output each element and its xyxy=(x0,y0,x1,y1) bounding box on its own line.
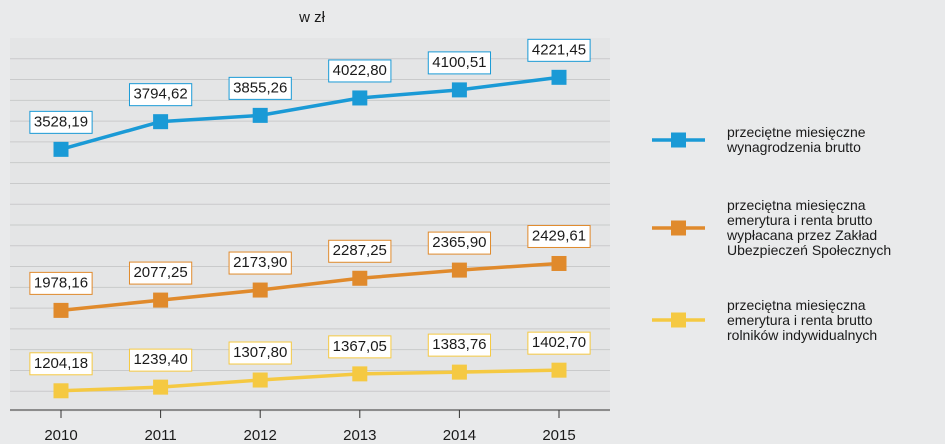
data-label-box xyxy=(328,59,392,83)
series-line xyxy=(60,75,560,152)
data-label-box xyxy=(427,51,492,75)
data-label-text: 1383,76 xyxy=(432,336,486,353)
data-label-box xyxy=(328,239,392,263)
point-marker xyxy=(153,379,169,395)
legend-label: przeciętna miesięczna emerytura i renta … xyxy=(727,197,892,258)
point-marker xyxy=(53,302,69,318)
data-label-text: 2173,90 xyxy=(233,254,287,271)
x-tick-label: 2015 xyxy=(542,427,575,444)
data-label: 4022,80 xyxy=(328,59,392,83)
legend-marker xyxy=(671,132,686,148)
data-label-box xyxy=(228,341,292,365)
legend-label: przeciętna miesięczna emerytura i renta … xyxy=(727,296,878,343)
data-label-box xyxy=(228,76,292,100)
data-label: 1204,18 xyxy=(29,352,93,376)
x-tick-label: 2010 xyxy=(44,427,77,444)
data-label-box xyxy=(527,331,591,355)
point-marker xyxy=(153,114,169,130)
data-label-box xyxy=(328,335,392,359)
data-label: 2077,25 xyxy=(128,261,193,285)
data-label-text: 1978,16 xyxy=(34,274,88,291)
data-label: 2173,90 xyxy=(228,251,292,275)
data-label: 3528,19 xyxy=(29,110,93,134)
series-line xyxy=(60,368,560,393)
data-label-text: 2429,61 xyxy=(532,227,586,244)
data-label-text: 2077,25 xyxy=(133,264,187,281)
point-marker xyxy=(53,141,69,157)
data-label-box xyxy=(29,271,93,295)
point-marker xyxy=(352,270,368,286)
data-label-box xyxy=(228,251,292,275)
data-label-text: 2287,25 xyxy=(333,242,387,259)
data-label-text: 4221,45 xyxy=(532,41,586,58)
x-tick-label: 2013 xyxy=(343,427,376,444)
point-marker xyxy=(252,372,268,388)
data-label: 1383,76 xyxy=(427,333,492,357)
data-label: 3794,62 xyxy=(128,83,193,107)
data-label: 4100,51 xyxy=(427,51,492,75)
x-tick-label: 2012 xyxy=(244,427,277,444)
data-label-box xyxy=(29,352,93,376)
data-label-text: 3794,62 xyxy=(133,86,187,103)
data-label-box xyxy=(527,38,591,62)
point-marker xyxy=(551,255,567,271)
data-label: 1402,70 xyxy=(527,331,591,355)
data-label-text: 4022,80 xyxy=(333,62,387,79)
chart-title: w zł xyxy=(298,9,326,26)
data-label-box xyxy=(427,231,492,255)
data-label: 4221,45 xyxy=(527,38,591,62)
point-marker xyxy=(551,69,567,85)
data-label: 3855,26 xyxy=(228,76,292,100)
point-marker xyxy=(252,282,268,298)
data-label-text: 1367,05 xyxy=(333,338,387,355)
point-marker xyxy=(551,362,567,378)
data-label-box xyxy=(128,83,193,107)
data-label: 1307,80 xyxy=(228,341,292,365)
point-marker xyxy=(153,292,169,308)
x-tick-label: 2011 xyxy=(144,427,176,444)
point-marker xyxy=(352,366,368,382)
data-label-text: 1402,70 xyxy=(532,334,586,351)
data-label-box xyxy=(128,348,193,372)
data-label-box xyxy=(128,261,193,285)
series-line xyxy=(60,261,560,313)
point-marker xyxy=(252,107,268,123)
data-label: 1978,16 xyxy=(29,271,93,295)
legend-label: przeciętne miesięczne wynagrodzenia brut… xyxy=(727,124,866,155)
data-label: 1367,05 xyxy=(328,335,392,359)
data-label-text: 4100,51 xyxy=(432,54,486,71)
data-label-text: 3528,19 xyxy=(34,113,88,130)
point-marker xyxy=(53,383,69,399)
point-marker xyxy=(451,262,467,278)
data-label: 2365,90 xyxy=(427,231,492,255)
data-label-text: 1307,80 xyxy=(233,344,287,361)
data-label-text: 3855,26 xyxy=(233,79,287,96)
point-marker xyxy=(451,364,467,380)
data-label-text: 1239,40 xyxy=(133,351,187,368)
data-label-box xyxy=(427,333,492,357)
point-marker xyxy=(451,82,467,98)
data-label-box xyxy=(29,110,93,134)
data-label-text: 1204,18 xyxy=(34,355,88,372)
data-label-box xyxy=(527,224,591,248)
data-label: 2287,25 xyxy=(328,239,392,263)
data-label: 2429,61 xyxy=(527,224,591,248)
data-label: 1239,40 xyxy=(128,348,193,372)
point-marker xyxy=(352,90,368,106)
legend-marker xyxy=(671,220,686,236)
legend-marker xyxy=(671,312,686,328)
data-label-text: 2365,90 xyxy=(432,234,486,251)
x-tick-label: 2014 xyxy=(443,427,476,444)
